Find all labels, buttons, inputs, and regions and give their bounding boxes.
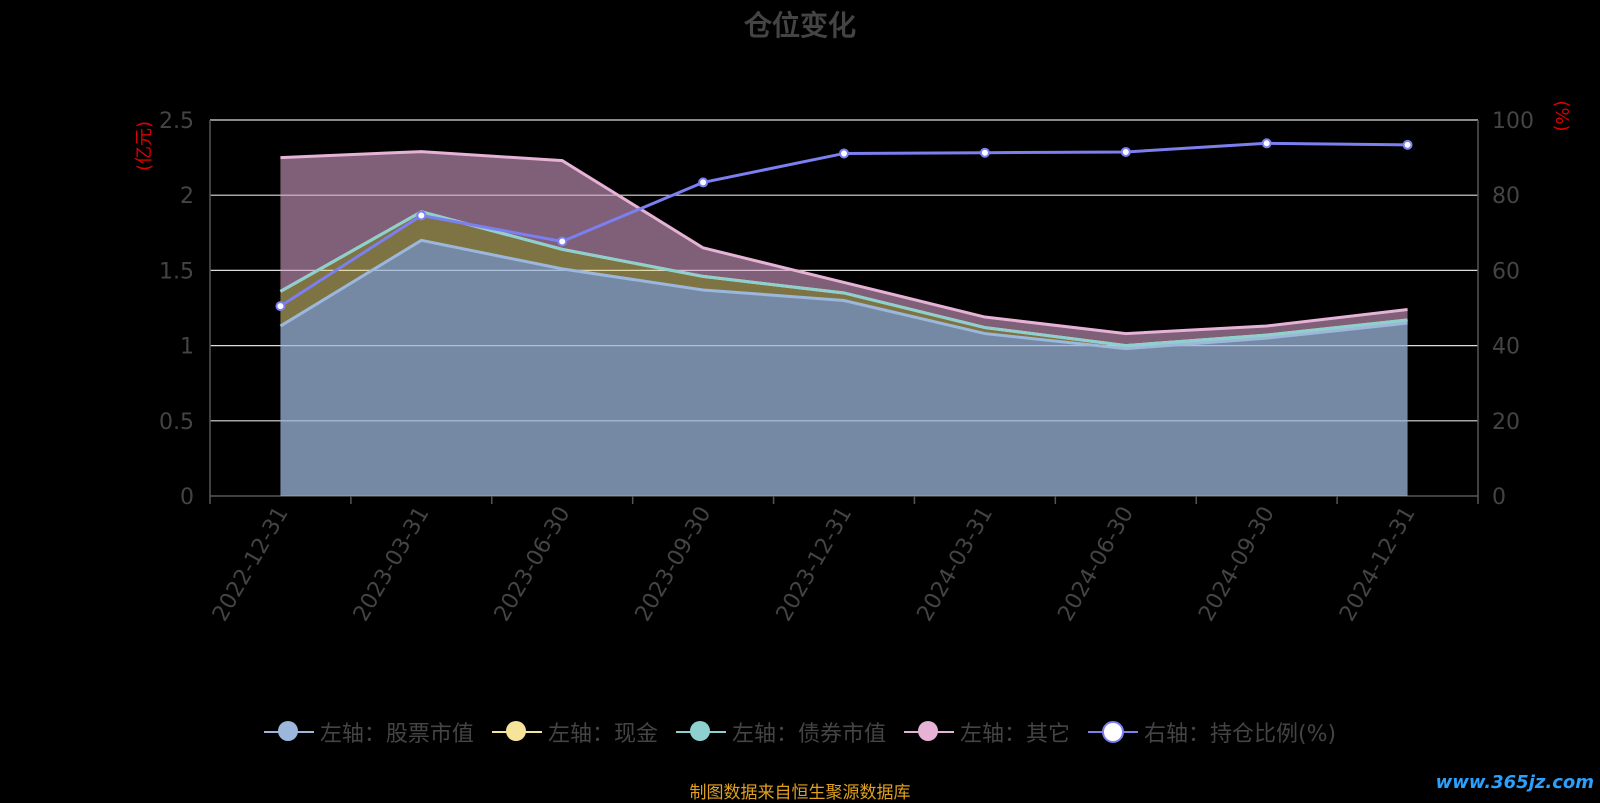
x-tick-label: 2023-06-30: [490, 503, 576, 626]
source-note: 制图数据来自恒生聚源数据库: [689, 783, 911, 803]
legend-item[interactable]: 左轴：现金: [491, 716, 658, 748]
point-position-ratio: [275, 301, 286, 312]
point-position-ratio: [698, 177, 709, 188]
chart-title: 仓位变化: [743, 9, 856, 42]
area-stock: [280, 240, 1408, 496]
legend-label: 左轴：股票市值: [319, 722, 474, 747]
y-right-tick-label: 20: [1492, 410, 1520, 435]
watermark-logo: www.365jz.com: [1435, 772, 1594, 793]
legend-marker-icon: [1087, 720, 1138, 744]
point-position-ratio: [1120, 146, 1131, 157]
y-left-tick-label: 2.5: [159, 109, 194, 134]
line-other: [280, 150, 1408, 336]
y-left-tick-label: 1.5: [159, 259, 194, 284]
point-position-ratio: [1402, 139, 1413, 150]
x-tick-label: 2023-03-31: [349, 503, 435, 626]
y-right-tick-label: 60: [1492, 259, 1520, 284]
legend-item[interactable]: 左轴：债券市值: [675, 716, 886, 748]
legend-marker-icon: [491, 720, 542, 744]
y-right-axis-label: (%): [1551, 100, 1572, 131]
x-tick-label: 2023-09-30: [631, 503, 717, 626]
area-other: [280, 151, 1408, 346]
y-left-tick-label: 1: [180, 335, 194, 360]
y-right-tick-label: 80: [1492, 184, 1520, 209]
legend-marker-icon: [675, 720, 726, 744]
legend-marker-icon: [903, 720, 954, 744]
legend-label: 右轴：持仓比例(%): [1143, 722, 1337, 747]
legend-item[interactable]: 左轴：股票市值: [263, 716, 474, 748]
legend-label: 左轴：现金: [547, 722, 658, 747]
point-position-ratio: [1261, 138, 1272, 149]
legend-label: 左轴：债券市值: [731, 722, 886, 747]
x-tick-label: 2024-09-30: [1194, 503, 1280, 626]
y-right-tick-label: 0: [1492, 485, 1506, 510]
x-tick-label: 2024-06-30: [1053, 503, 1139, 626]
y-right-tick-label: 40: [1492, 335, 1520, 360]
x-tick-label: 2022-12-31: [208, 503, 294, 626]
y-left-axis-label: (亿元): [134, 121, 155, 171]
point-position-ratio: [839, 148, 849, 159]
x-tick-label: 2023-12-31: [772, 503, 858, 626]
y-left-tick-label: 0: [180, 485, 194, 510]
point-position-ratio: [416, 210, 427, 221]
y-right-tick-label: 100: [1492, 109, 1534, 134]
chart-legend: 左轴：股票市值 左轴：现金 左轴：债券市值 左轴：其它 右轴：持仓比例(%): [0, 716, 1600, 748]
x-tick-label: 2024-12-31: [1335, 503, 1421, 626]
legend-marker-icon: [263, 720, 314, 744]
legend-item[interactable]: 右轴：持仓比例(%): [1087, 716, 1337, 748]
x-tick-label: 2024-03-31: [913, 503, 999, 626]
y-left-tick-label: 0.5: [159, 410, 194, 435]
legend-item[interactable]: 左轴：其它: [903, 716, 1070, 748]
point-position-ratio: [557, 236, 568, 247]
y-left-tick-label: 2: [180, 184, 194, 209]
legend-label: 左轴：其它: [959, 722, 1070, 747]
point-position-ratio: [979, 147, 990, 158]
line-stock: [279, 238, 1408, 351]
